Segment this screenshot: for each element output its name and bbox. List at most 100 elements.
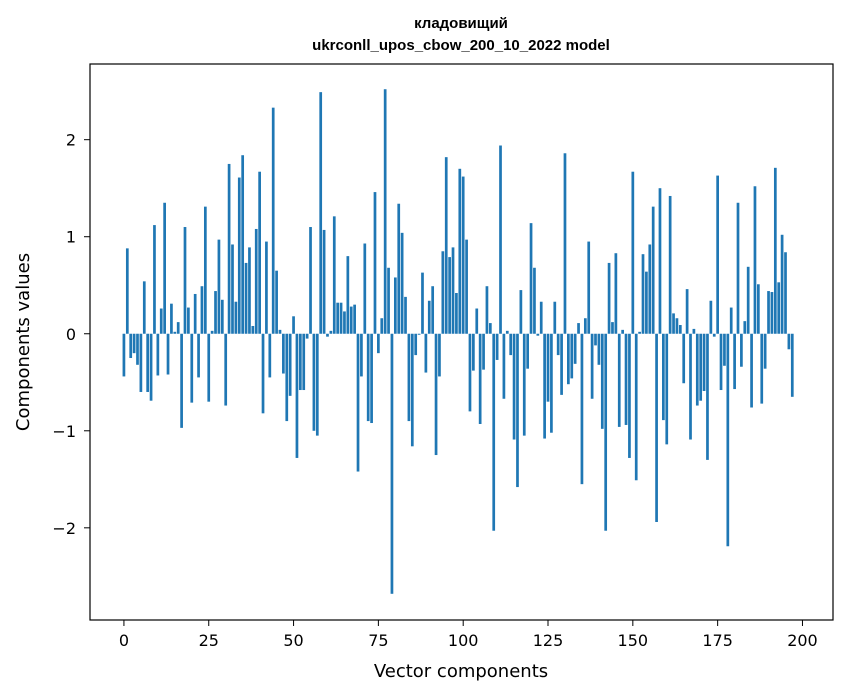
bar bbox=[770, 292, 774, 334]
bar bbox=[733, 333, 736, 390]
bar bbox=[427, 300, 431, 334]
bar bbox=[611, 322, 614, 334]
bar bbox=[740, 333, 743, 367]
bar bbox=[539, 301, 543, 334]
bar bbox=[271, 107, 275, 334]
bar bbox=[180, 333, 183, 428]
bar bbox=[475, 308, 479, 334]
bar bbox=[655, 333, 658, 522]
bar bbox=[207, 333, 211, 402]
bar bbox=[597, 333, 601, 365]
bar bbox=[210, 330, 214, 334]
bar bbox=[634, 333, 638, 481]
bar bbox=[295, 333, 299, 458]
bar bbox=[638, 331, 641, 334]
bar bbox=[203, 206, 207, 334]
bar bbox=[227, 163, 231, 334]
bar bbox=[159, 308, 163, 334]
bar bbox=[604, 333, 608, 531]
bar bbox=[431, 286, 435, 334]
bar bbox=[753, 186, 757, 334]
bar bbox=[441, 251, 445, 334]
bar bbox=[397, 203, 401, 334]
bar bbox=[414, 333, 418, 356]
bar bbox=[502, 333, 506, 399]
bar bbox=[560, 333, 563, 395]
bar bbox=[326, 333, 329, 337]
bar bbox=[339, 302, 343, 334]
bar bbox=[492, 333, 496, 531]
bar bbox=[743, 321, 747, 334]
bar bbox=[682, 333, 686, 384]
bar bbox=[482, 333, 485, 370]
bar bbox=[763, 333, 767, 369]
plot-frame bbox=[89, 63, 834, 621]
bar bbox=[156, 333, 160, 376]
y-tick-label: 1 bbox=[66, 228, 76, 247]
bar bbox=[485, 286, 489, 334]
bar bbox=[129, 333, 133, 359]
bar bbox=[702, 333, 706, 391]
bar bbox=[220, 299, 224, 334]
bar bbox=[166, 333, 170, 375]
bar bbox=[773, 167, 777, 334]
bar bbox=[244, 262, 248, 334]
bars-group bbox=[122, 89, 794, 594]
bar bbox=[488, 323, 492, 334]
bar bbox=[760, 333, 764, 404]
bar bbox=[153, 225, 156, 334]
bar bbox=[343, 311, 346, 334]
bar bbox=[363, 243, 367, 334]
bar bbox=[757, 284, 760, 334]
bar bbox=[142, 281, 146, 334]
bar bbox=[258, 171, 261, 334]
bar bbox=[468, 333, 472, 412]
bar bbox=[536, 333, 540, 336]
bar bbox=[709, 300, 713, 334]
bar bbox=[699, 333, 703, 401]
bar bbox=[173, 331, 177, 334]
bar bbox=[312, 333, 316, 431]
bar bbox=[383, 89, 387, 334]
bar bbox=[322, 229, 326, 334]
bar bbox=[393, 277, 397, 334]
bar bbox=[309, 227, 312, 334]
bar bbox=[580, 333, 584, 485]
bar bbox=[217, 239, 221, 334]
bar bbox=[424, 333, 428, 373]
bar bbox=[553, 301, 557, 334]
bar bbox=[261, 333, 265, 414]
bar bbox=[231, 244, 234, 334]
bar bbox=[448, 257, 451, 334]
bar bbox=[370, 333, 373, 424]
bar bbox=[292, 316, 295, 334]
bar bbox=[268, 333, 272, 378]
bar bbox=[689, 333, 692, 440]
bar bbox=[139, 333, 143, 392]
bar bbox=[736, 202, 740, 334]
y-tick-label: 0 bbox=[66, 325, 76, 344]
bar bbox=[278, 329, 282, 334]
chart-subtitle: ukrconll_upos_cbow_200_10_2022 model bbox=[312, 37, 610, 54]
bar bbox=[349, 306, 353, 334]
bar bbox=[692, 328, 696, 334]
bar bbox=[319, 92, 323, 334]
bar bbox=[594, 333, 597, 346]
bar bbox=[170, 303, 173, 334]
bar bbox=[438, 333, 441, 377]
y-tick-label: −2 bbox=[52, 519, 76, 538]
x-tick-label: 100 bbox=[448, 631, 479, 650]
bar bbox=[275, 270, 278, 334]
bar bbox=[122, 333, 126, 377]
bar bbox=[315, 333, 319, 436]
bar bbox=[373, 192, 377, 334]
x-tick-label: 75 bbox=[368, 631, 388, 650]
bar bbox=[784, 252, 787, 334]
bar bbox=[512, 333, 516, 440]
bar bbox=[543, 333, 546, 439]
bar bbox=[288, 333, 292, 396]
bar bbox=[695, 333, 699, 406]
bar bbox=[505, 330, 509, 334]
bar bbox=[526, 333, 530, 369]
